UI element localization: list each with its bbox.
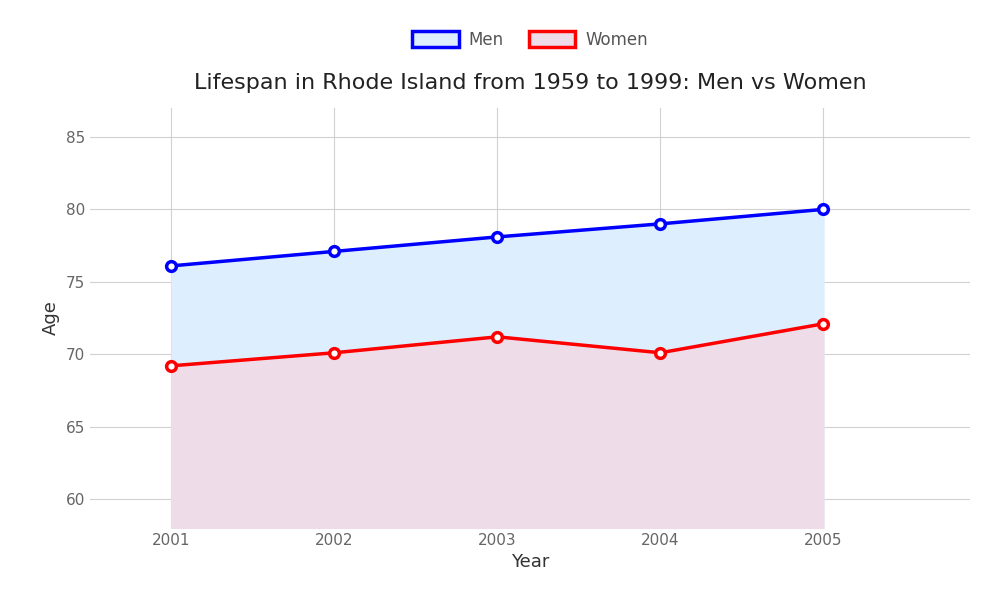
Title: Lifespan in Rhode Island from 1959 to 1999: Men vs Women: Lifespan in Rhode Island from 1959 to 19… <box>194 73 866 92</box>
Y-axis label: Age: Age <box>42 301 60 335</box>
Legend: Men, Women: Men, Women <box>405 24 655 55</box>
X-axis label: Year: Year <box>511 553 549 571</box>
